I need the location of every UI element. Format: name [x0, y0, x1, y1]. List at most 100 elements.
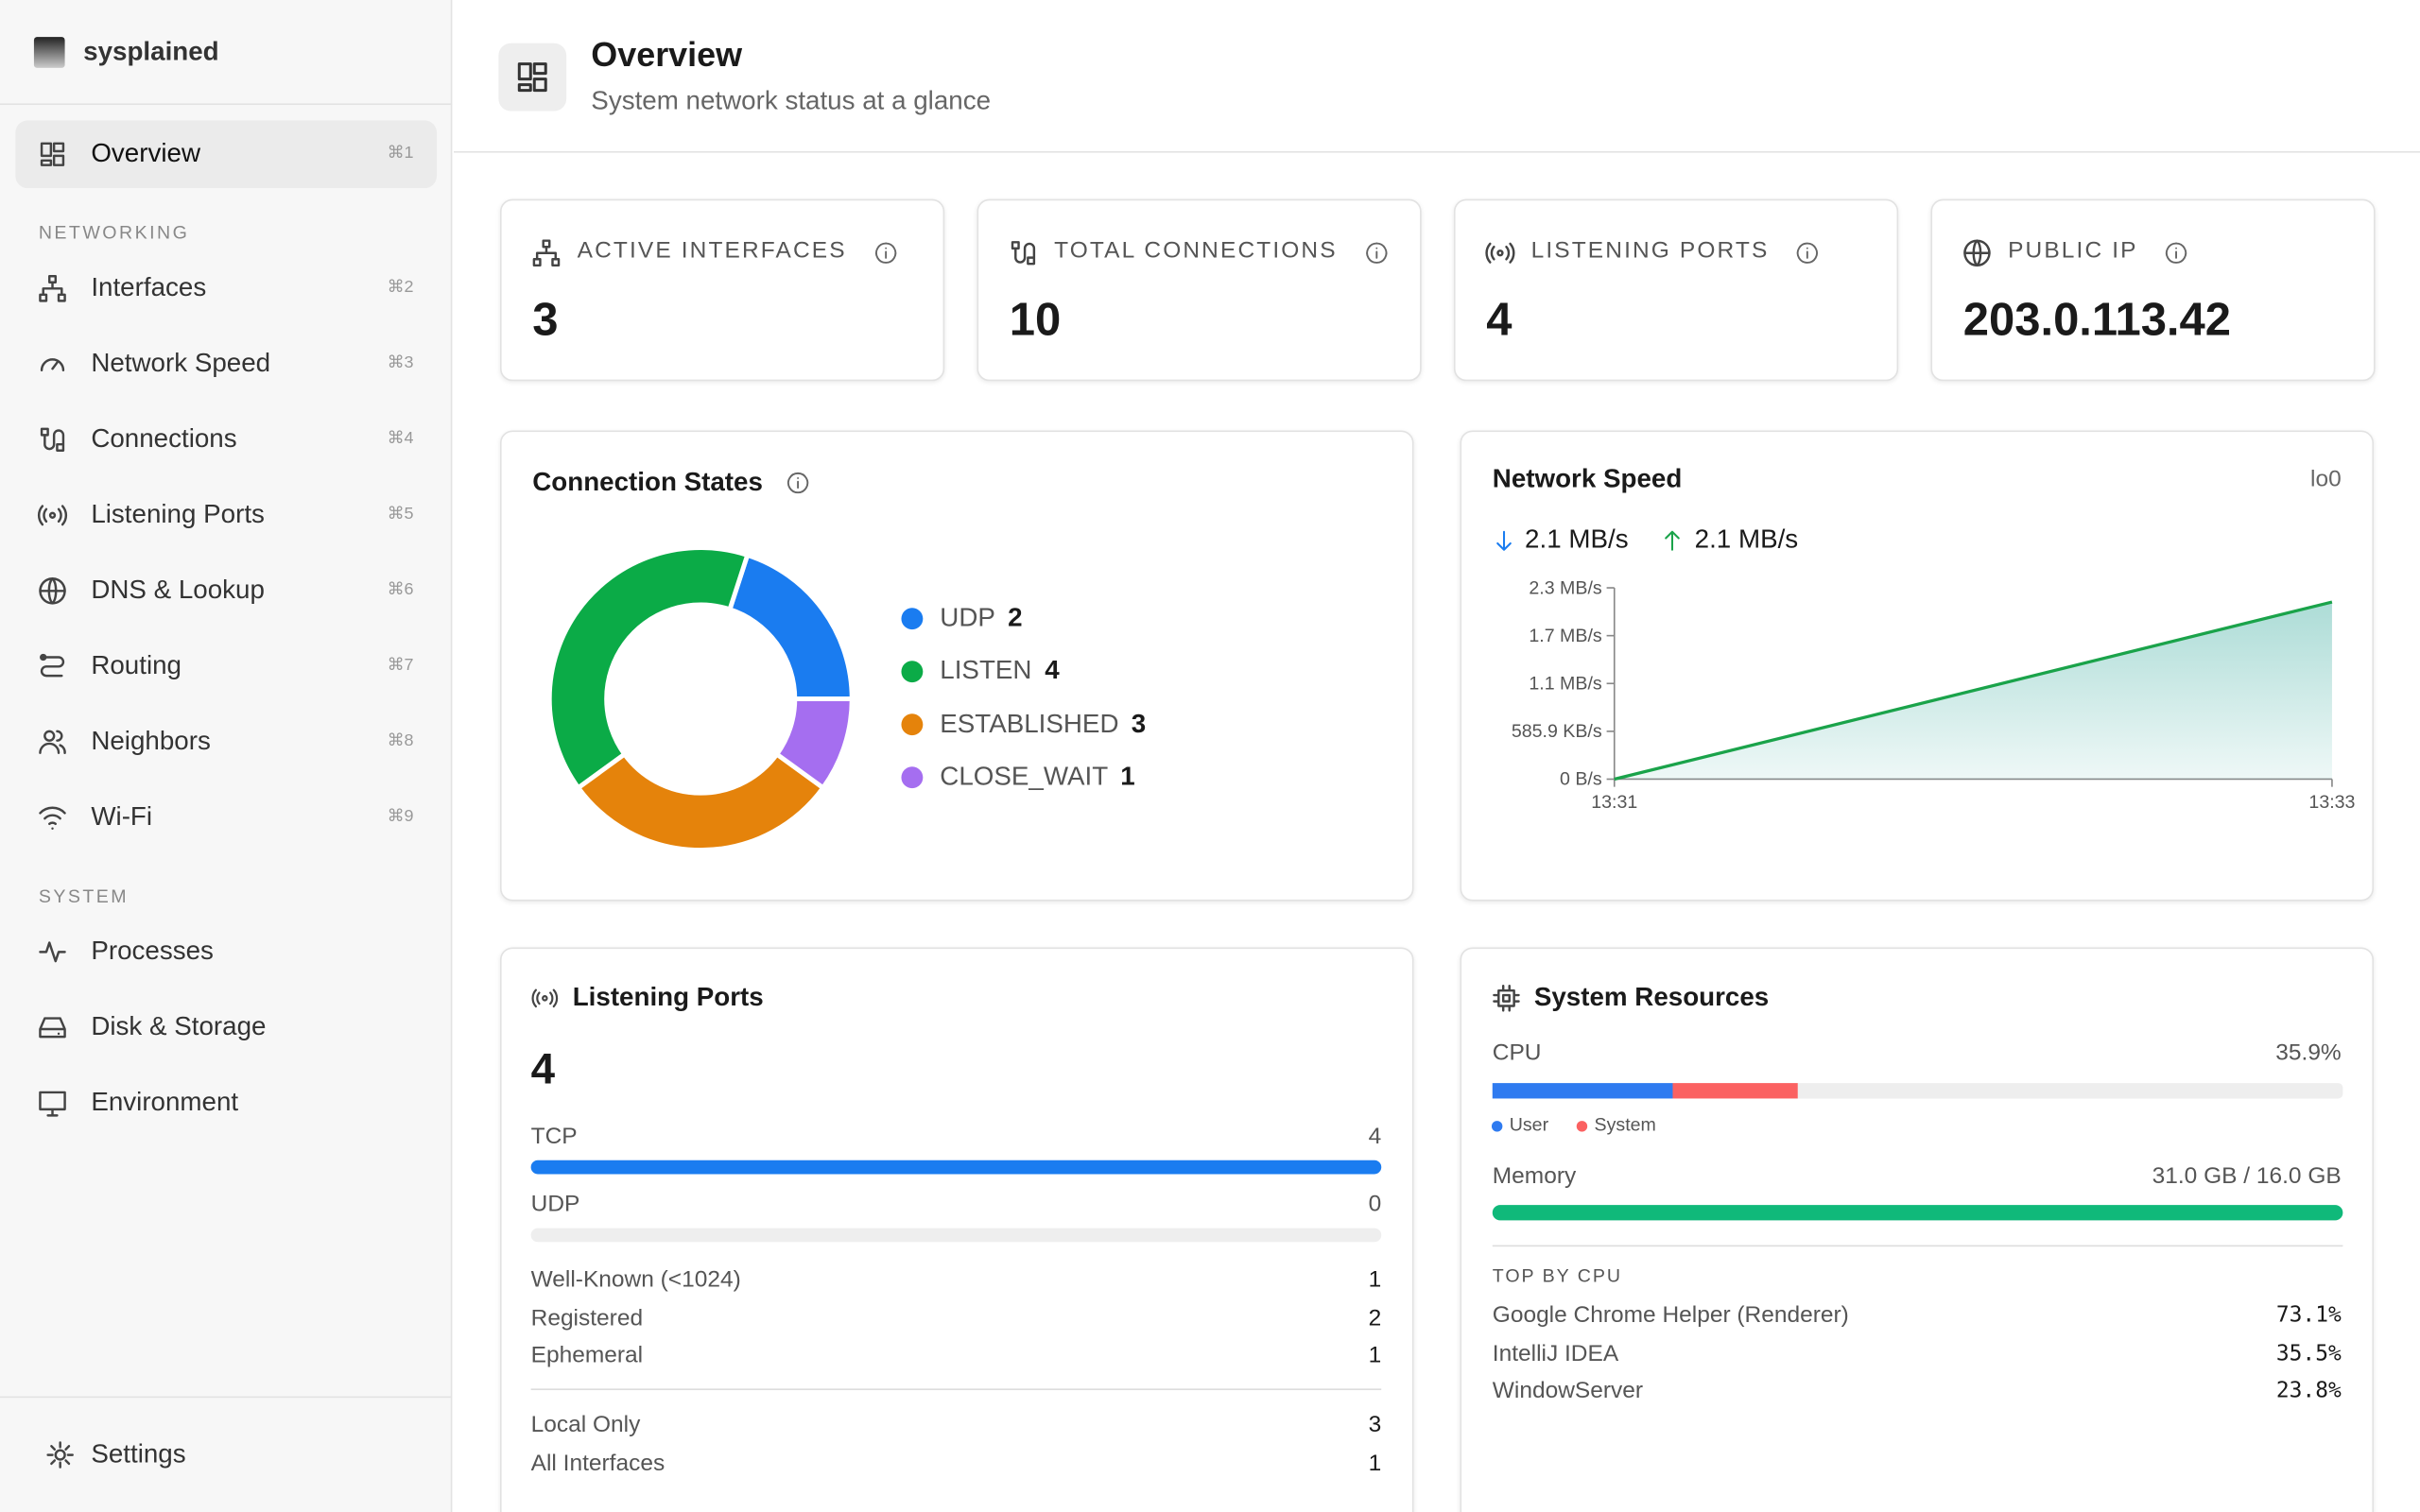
- nav-item[interactable]: Connections: [91, 423, 237, 454]
- icon: [40, 358, 65, 372]
- icon: [39, 577, 66, 605]
- icon-path: [531, 988, 559, 1008]
- pie-slice: [773, 696, 855, 792]
- legend-label: UDP: [940, 603, 995, 633]
- nav-active[interactable]: [15, 120, 438, 189]
- icon-path: [39, 1091, 66, 1117]
- icon: [2165, 242, 2187, 264]
- nav-item[interactable]: DNS & Lookup: [91, 575, 265, 605]
- panel-title: System Resources: [1533, 982, 1770, 1012]
- nav-shortcut: ⌘8: [387, 731, 414, 751]
- chart-interface: lo0: [2310, 466, 2342, 492]
- icon: [46, 1441, 74, 1469]
- stat-value: 4: [1486, 294, 1512, 346]
- icon-path: [39, 275, 66, 302]
- icon: [532, 239, 561, 267]
- nav-item[interactable]: Environment: [91, 1087, 239, 1117]
- panel: [1460, 947, 2375, 1512]
- legend-value: 2: [1008, 603, 1023, 633]
- protocol-label: UDP: [530, 1191, 580, 1218]
- bar: [530, 1160, 1382, 1175]
- icon: [39, 1091, 66, 1117]
- process-cpu: 23.8%: [2275, 1378, 2342, 1404]
- process-name: IntelliJ IDEA: [1492, 1339, 1619, 1366]
- nav-shortcut: ⌘1: [387, 144, 414, 163]
- stat-value: 3: [532, 294, 559, 346]
- legend-label: ESTABLISHED: [940, 709, 1119, 739]
- icon: [39, 730, 66, 754]
- range-label: Well-Known (<1024): [530, 1266, 741, 1294]
- process-name: WindowServer: [1492, 1377, 1644, 1404]
- line: [1614, 600, 2333, 782]
- top-title: TOP BY CPU: [1492, 1264, 1622, 1287]
- ports-total: 4: [530, 1044, 556, 1093]
- chart-title: Network Speed: [1492, 464, 1683, 494]
- legend-value: 4: [1045, 656, 1060, 686]
- nav-item[interactable]: Interfaces: [91, 272, 207, 302]
- memory-value: 31.0 GB / 16.0 GB: [2152, 1163, 2342, 1190]
- stat-card: [977, 198, 1422, 382]
- icon-path: [1796, 242, 1818, 264]
- header-icon: [498, 43, 567, 112]
- process-name: Google Chrome Helper (Renderer): [1492, 1301, 1849, 1329]
- cpu-user-bar: [1492, 1083, 1673, 1099]
- nav-item[interactable]: Neighbors: [91, 726, 211, 756]
- legend-dot: [901, 766, 924, 789]
- icon: [39, 941, 66, 963]
- icon-path: [517, 62, 547, 93]
- icon: [39, 1017, 66, 1039]
- icon: [1366, 242, 1388, 264]
- nav-item[interactable]: Processes: [91, 936, 214, 966]
- cpu-value: 35.9%: [2275, 1040, 2342, 1067]
- icon-path: [1366, 242, 1388, 264]
- icon-path: [786, 472, 809, 494]
- download-rate: 2.1 MB/s: [1525, 524, 1629, 554]
- nav-item[interactable]: Disk & Storage: [91, 1011, 267, 1041]
- icon: [40, 427, 65, 452]
- sidebar: [0, 0, 453, 1512]
- legend-label: System: [1594, 1113, 1656, 1136]
- legend-dot: [901, 713, 924, 736]
- stat-label: ACTIVE INTERFACES: [577, 237, 847, 265]
- nav-shortcut: ⌘6: [387, 580, 414, 600]
- nav-section: NETWORKING: [38, 221, 190, 244]
- legend-dot: [901, 608, 924, 630]
- icon: [786, 472, 809, 494]
- nav-item[interactable]: Network Speed: [91, 348, 271, 378]
- nav-shortcut: ⌘4: [387, 429, 414, 449]
- icon-path: [1496, 530, 1512, 551]
- nav-item[interactable]: Listening Ports: [91, 499, 265, 529]
- logo: [33, 37, 65, 68]
- legend-label: CLOSE_WAIT: [940, 762, 1109, 792]
- nav-shortcut: ⌘9: [387, 807, 414, 827]
- legend-dot: [1576, 1121, 1588, 1132]
- nav-item[interactable]: Settings: [91, 1438, 186, 1469]
- range-value: 1: [1368, 1266, 1382, 1294]
- stat-card: [1930, 198, 2376, 382]
- nav-item[interactable]: Overview: [91, 138, 201, 168]
- legend-label: LISTEN: [940, 656, 1032, 686]
- icon: [1485, 242, 1515, 264]
- stat-card: [1453, 198, 1899, 382]
- memory-bar: [1492, 1205, 2343, 1221]
- icon: [1011, 241, 1036, 266]
- range-label: Registered: [530, 1304, 644, 1332]
- nav-shortcut: ⌘3: [387, 353, 414, 373]
- nav-item[interactable]: Wi-Fi: [91, 801, 153, 832]
- icon: [1796, 242, 1818, 264]
- icon-path: [39, 806, 66, 830]
- cpu-system-bar: [1672, 1083, 1798, 1099]
- icon: [1493, 985, 1520, 1012]
- icon: [39, 275, 66, 302]
- nav-shortcut: ⌘5: [387, 505, 414, 524]
- page-subtitle: System network status at a glance: [591, 86, 992, 116]
- icon-path: [1665, 530, 1680, 551]
- nav-item[interactable]: Routing: [91, 650, 182, 680]
- nav-section: SYSTEM: [38, 885, 130, 907]
- icon-path: [39, 577, 66, 605]
- icon: [531, 988, 559, 1008]
- scope-value: 3: [1368, 1411, 1382, 1438]
- protocol-value: 0: [1368, 1191, 1382, 1218]
